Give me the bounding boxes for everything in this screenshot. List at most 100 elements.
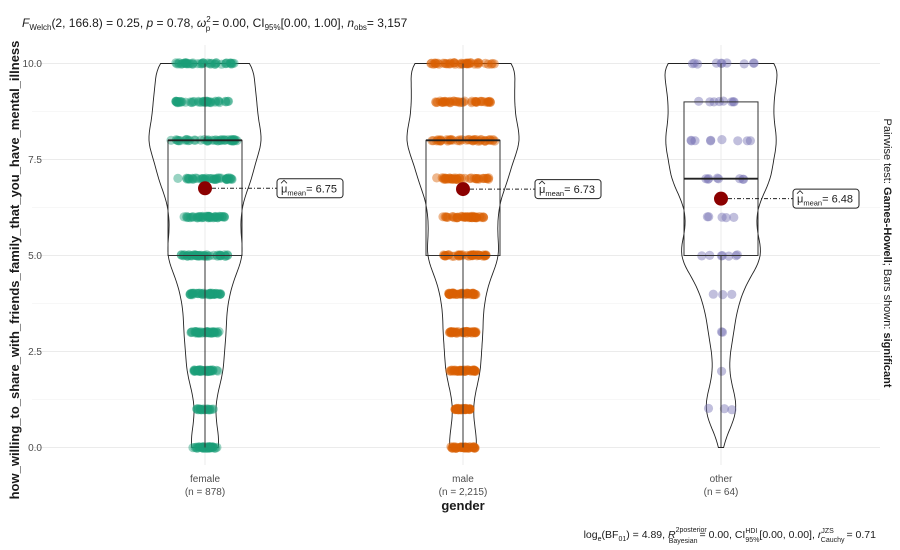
data-point-female (212, 328, 222, 338)
data-point-female (201, 289, 211, 299)
data-point-male (445, 58, 456, 68)
data-point-male (449, 289, 459, 299)
data-point-female (221, 59, 231, 69)
data-point-male (457, 403, 467, 413)
data-point-female (222, 174, 232, 184)
data-point-male (473, 58, 483, 68)
data-point-male (467, 328, 477, 338)
data-point-male (453, 212, 463, 222)
data-point-male (454, 251, 464, 261)
data-point-male (460, 212, 470, 222)
data-point-male (449, 58, 459, 68)
data-point-female (227, 174, 237, 184)
data-point-male (469, 326, 479, 337)
data-point-female (186, 212, 197, 222)
data-point-male (471, 174, 481, 184)
data-point-other (689, 58, 699, 68)
data-point-female (213, 96, 224, 106)
mean-point-female (198, 181, 212, 196)
data-point-female (195, 365, 205, 375)
data-point-male (455, 59, 465, 69)
data-point-female (225, 58, 236, 68)
data-point-female (189, 366, 199, 376)
data-point-male (463, 443, 473, 453)
data-point-male (463, 327, 473, 337)
data-point-female (178, 58, 188, 68)
data-point-female (222, 58, 232, 68)
data-point-male (473, 250, 483, 260)
data-point-female (213, 213, 223, 223)
data-point-female (201, 251, 211, 261)
x-tick-labels: female (n = 878) male (n = 2,215) other (n = … (185, 474, 739, 498)
data-point-female (197, 442, 207, 452)
data-point-male (448, 328, 458, 338)
data-point-female (190, 442, 200, 453)
data-point-male (475, 212, 485, 222)
data-point-male (466, 250, 476, 260)
data-point-male (468, 365, 478, 375)
data-point-male (470, 366, 480, 376)
subtitle-stat: (2, 166.8) = 0.25, (51, 16, 143, 30)
data-point-female (182, 174, 192, 184)
data-point-male (457, 250, 467, 260)
data-point-female (213, 173, 223, 183)
data-point-female (206, 442, 216, 452)
caption-r-value: = 0.71 (847, 529, 877, 541)
caption-r2-value: = 0.00, (700, 529, 732, 541)
data-point-female (174, 58, 184, 68)
data-point-other (694, 96, 704, 106)
data-point-male (456, 366, 467, 376)
data-point-male (440, 97, 451, 107)
data-point-female (212, 365, 222, 375)
data-point-other (739, 59, 749, 69)
data-point-male (469, 212, 480, 223)
data-point-male (447, 288, 457, 298)
data-point-female (212, 251, 223, 261)
data-point-male (426, 59, 436, 69)
data-point-female (199, 289, 209, 299)
data-point-female (195, 328, 205, 338)
data-point-female (211, 289, 221, 299)
data-point-female (209, 174, 219, 184)
data-point-other (721, 213, 731, 223)
data-point-female (209, 289, 219, 299)
data-point-female (221, 58, 231, 68)
data-point-male (451, 174, 461, 184)
data-point-female (192, 173, 202, 183)
data-point-male (438, 58, 448, 68)
data-point-female (207, 288, 217, 298)
data-point-male (470, 443, 480, 453)
data-point-male (444, 97, 454, 107)
data-point-female (191, 173, 201, 183)
data-point-male (446, 327, 456, 337)
data-point-male (447, 443, 457, 453)
data-point-female (194, 442, 204, 452)
data-point-female (210, 443, 221, 453)
data-point-male (452, 366, 463, 376)
data-point-male (464, 443, 474, 453)
x-tick-count-other: (n = 64) (704, 487, 739, 498)
data-point-male (480, 58, 490, 68)
data-point-other (702, 212, 713, 222)
data-point-male (472, 173, 482, 184)
data-point-female (226, 174, 237, 184)
data-point-female (187, 289, 198, 299)
data-point-male (462, 365, 472, 375)
x-tick-label-female: female (190, 474, 220, 485)
data-point-female (189, 288, 199, 298)
data-point-male (489, 59, 499, 69)
data-point-male (456, 366, 466, 376)
data-point-female (185, 97, 195, 107)
data-point-female (172, 59, 182, 69)
data-point-female (203, 405, 213, 415)
data-point-male (448, 212, 458, 222)
data-point-female (191, 327, 201, 337)
chart-subtitle: FWelch(2, 166.8) = 0.25, p = 0.78, ω2 p = … (22, 15, 408, 33)
data-point-other (745, 136, 756, 146)
data-point-male (442, 59, 452, 69)
data-point-male (466, 212, 476, 222)
data-point-male (459, 404, 469, 414)
data-point-male (478, 173, 488, 183)
data-point-female (206, 289, 216, 299)
